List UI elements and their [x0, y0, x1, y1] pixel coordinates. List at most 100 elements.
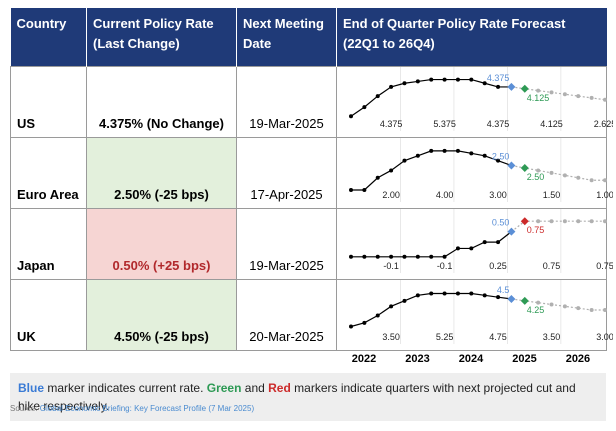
meeting-date-cell: 20-Mar-2025 — [236, 279, 337, 351]
country-cell: Euro Area — [10, 137, 87, 209]
data-label: 3.00 — [489, 190, 507, 200]
legend-text: marker indicates current rate. — [44, 381, 207, 395]
source-label: Source: — [10, 404, 40, 413]
header-row: Country Current Policy Rate (Last Change)… — [10, 8, 607, 67]
next-move-marker — [520, 217, 529, 226]
country-cell: UK — [10, 279, 87, 351]
data-label: 4.125 — [540, 119, 563, 129]
legend-green-word: Green — [206, 381, 242, 395]
data-label: 0.75 — [543, 261, 561, 271]
legend-text: and — [241, 381, 269, 395]
policy-rate-table: Country Current Policy Rate (Last Change)… — [10, 8, 613, 351]
data-label: 1.50 — [543, 190, 561, 200]
data-point — [442, 77, 447, 82]
rate-cell: 0.50% (+25 bps) — [86, 208, 237, 280]
data-point — [349, 324, 353, 329]
data-point — [603, 178, 607, 183]
meeting-date-cell: 19-Mar-2025 — [236, 66, 337, 138]
forecast-chart-cell: 2.00 4.00 3.00 1.50 1.00 2.50 2.50 — [336, 137, 613, 209]
data-point — [429, 254, 434, 259]
data-point — [455, 246, 460, 251]
data-point — [455, 291, 460, 296]
history-line — [350, 78, 512, 117]
data-point — [576, 306, 581, 311]
year-label: 2025 — [512, 353, 537, 365]
data-label: 0.50 — [492, 218, 510, 228]
data-point — [603, 219, 607, 224]
rate-cell: 4.50% (-25 bps) — [86, 279, 237, 351]
rate-cell: 4.375% (No Change) — [86, 66, 237, 138]
data-point — [362, 188, 367, 192]
forecast-sparkline-us: 4.375 5.375 4.375 4.125 2.625 4.375 4.125 — [349, 67, 613, 131]
legend-note: Blue marker indicates current rate. Gree… — [10, 373, 606, 421]
data-label: 4.75 — [489, 332, 507, 342]
data-point — [469, 77, 474, 82]
data-point — [415, 79, 420, 84]
meeting-date-cell: 19-Mar-2025 — [236, 208, 337, 280]
data-point — [549, 302, 554, 307]
data-point — [496, 240, 501, 245]
data-point — [469, 246, 474, 251]
data-point — [482, 81, 487, 86]
policy-rate-dashboard: Country Current Policy Rate (Last Change)… — [10, 8, 613, 421]
data-point — [415, 153, 420, 158]
meeting-date-cell: 17-Apr-2025 — [236, 137, 337, 209]
header-next-meeting: Next Meeting Date — [236, 8, 337, 67]
header-country: Country — [10, 8, 87, 67]
year-axis: 2022 2023 2024 2025 2026 — [10, 351, 606, 369]
data-label: 4.00 — [436, 190, 454, 200]
year-label: 2022 — [351, 353, 377, 365]
data-point — [389, 168, 394, 173]
data-point — [415, 293, 420, 298]
table-row-japan: Japan 0.50% (+25 bps) 19-Mar-2025 -0.1 -0… — [10, 208, 613, 280]
data-point — [375, 254, 380, 259]
data-point — [455, 148, 460, 153]
data-point — [415, 254, 420, 259]
data-point — [389, 254, 394, 259]
data-point — [429, 291, 434, 296]
source-note: Source: Global Economic Briefing: Key Fo… — [10, 404, 254, 413]
forecast-line — [511, 220, 605, 233]
next-move-marker — [520, 164, 529, 172]
forecast-sparkline-japan: -0.1 -0.1 0.25 0.75 0.75 0.50 0.75 — [349, 209, 613, 273]
data-point — [589, 219, 594, 224]
data-point — [375, 175, 380, 180]
data-label: -0.1 — [383, 261, 399, 271]
data-point — [562, 92, 567, 97]
data-point — [442, 148, 447, 153]
history-line — [350, 292, 512, 328]
data-point — [576, 94, 581, 99]
year-label: 2026 — [565, 353, 591, 365]
data-point — [576, 175, 581, 180]
legend-red-word: Red — [268, 381, 291, 395]
data-point — [429, 148, 434, 153]
data-label: 1.00 — [596, 190, 613, 200]
data-point — [589, 178, 594, 183]
data-point — [455, 77, 460, 82]
legend-text: markers indicate quarters with next proj… — [18, 381, 576, 413]
data-label: 3.00 — [596, 332, 613, 342]
source-link[interactable]: Global Economic Briefing: Key Forecast P… — [39, 404, 255, 413]
data-label: 5.375 — [433, 119, 456, 129]
data-point — [402, 254, 407, 259]
country-cell: US — [10, 66, 87, 138]
table-row-euro-area: Euro Area 2.50% (-25 bps) 17-Apr-2025 2.… — [10, 137, 613, 209]
country-cell: Japan — [10, 208, 87, 280]
data-point — [389, 84, 394, 89]
data-label: 4.375 — [487, 73, 510, 83]
data-label: 4.25 — [527, 305, 545, 315]
data-label: 3.50 — [382, 332, 400, 342]
data-point — [562, 219, 567, 224]
data-label: 0.25 — [489, 261, 507, 271]
data-label: 0.75 — [527, 225, 545, 235]
data-point — [536, 219, 541, 224]
rate-cell: 2.50% (-25 bps) — [86, 137, 237, 209]
data-label: 2.625 — [594, 119, 613, 129]
forecast-chart-cell: 3.50 5.25 4.75 3.50 3.00 4.5 4.25 — [336, 279, 613, 351]
current-rate-marker — [507, 227, 516, 236]
forecast-chart-cell: 4.375 5.375 4.375 4.125 2.625 4.375 4.125 — [336, 66, 613, 138]
current-rate-marker — [507, 82, 516, 91]
data-point — [349, 254, 353, 259]
data-point — [469, 291, 474, 296]
data-point — [482, 153, 487, 158]
